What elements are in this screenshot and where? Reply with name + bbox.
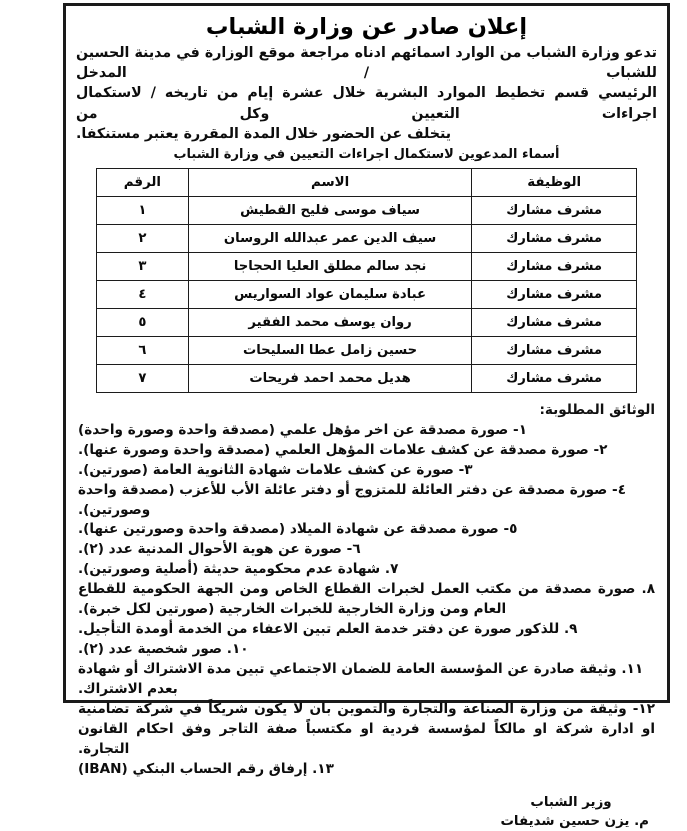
cell-name: نجد سالم مطلق العليا الحجاجا <box>187 251 473 281</box>
cell-job: مشرف مشارك <box>471 223 637 253</box>
cell-name: عبادة سليمان عواد السواريس <box>187 279 473 309</box>
signature-title: وزير الشباب <box>530 795 612 811</box>
list-item: ٣- صورة عن كشف علامات شهادة الثانوية الع… <box>78 461 473 478</box>
announcement-page: إعلان صادر عن وزارة الشباب تدعو وزارة ال… <box>63 3 670 829</box>
page-title: إعلان صادر عن وزارة الشباب <box>205 14 528 40</box>
cell-name: هديل محمد احمد فريحات <box>187 363 473 393</box>
table-header-row: الوظيفة الاسم الرقم <box>96 167 637 197</box>
signature-block: وزير الشباب م. يزن حسين شديفات <box>74 794 659 831</box>
cell-job: مشرف مشارك <box>471 307 637 337</box>
cell-job: مشرف مشارك <box>471 251 637 281</box>
cell-number: ٥ <box>96 307 189 337</box>
list-item: ١٣. إرفاق رقم الحساب البنكي (IBAN) <box>78 761 334 778</box>
list-item: ١٢- وثيقة من وزارة الصناعة والتجارة والت… <box>78 701 655 758</box>
column-header-name: الاسم <box>187 167 473 197</box>
list-item: ٩. للذكور صورة عن دفتر خدمة العلم تبين ا… <box>78 621 578 638</box>
cell-job: مشرف مشارك <box>471 363 637 393</box>
cell-number: ١ <box>96 195 189 225</box>
cell-name: سياف موسى فليح القطيش <box>187 195 473 225</box>
column-header-number: الرقم <box>96 167 189 197</box>
cell-number: ٣ <box>96 251 189 281</box>
list-item: ٥- صورة مصدقة عن شهادة الميلاد (مصدقة وا… <box>78 521 518 538</box>
table-row: مشرف مشارك عبادة سليمان عواد السواريس ٤ <box>96 279 637 309</box>
signature-name: م. يزن حسين شديفات <box>500 813 649 829</box>
column-header-job: الوظيفة <box>471 167 637 197</box>
table-row: مشرف مشارك هديل محمد احمد فريحات ٧ <box>96 363 637 393</box>
intro-line-1: تدعو وزارة الشباب من الوارد اسمائهم ادنا… <box>76 44 657 81</box>
cell-number: ٦ <box>96 335 189 365</box>
cell-number: ٤ <box>96 279 189 309</box>
intro-line-3: يتخلف عن الحضور خلال المدة المقررة يعتبر… <box>76 126 452 143</box>
list-item: ١١. وثيقة صادرة عن المؤسسة العامة للضمان… <box>78 661 644 698</box>
required-documents-list: ١- صورة مصدقة عن اخر مؤهل علمي (مصدقة وا… <box>78 421 655 780</box>
table-row: مشرف مشارك حسين زامل عطا السليحات ٦ <box>96 335 637 365</box>
roster-table-wrap: الوظيفة الاسم الرقم مشرف مشارك سياف موسى… <box>74 167 659 393</box>
table-row: مشرف مشارك سيف الدين عمر عبدالله الروسان… <box>96 223 637 253</box>
list-item: ٤- صورة مصدقة عن دفتر العائلة للمتزوج أو… <box>78 481 627 518</box>
list-item: ٢- صورة مصدقة عن كشف علامات المؤهل العلم… <box>78 441 608 458</box>
list-item: ٦- صورة عن هوية الأحوال المدنية عدد (٢). <box>78 541 361 558</box>
required-documents-heading: الوثائق المطلوبة: <box>539 401 655 418</box>
required-documents-section: الوثائق المطلوبة: ١- صورة مصدقة عن اخر م… <box>74 401 659 780</box>
list-item: ١- صورة مصدقة عن اخر مؤهل علمي (مصدقة وا… <box>78 421 527 438</box>
cell-job: مشرف مشارك <box>471 335 637 365</box>
list-item: ٧. شهادة عدم محكومية حديثة (أصلية وصورتي… <box>78 561 399 578</box>
cell-job: مشرف مشارك <box>471 195 637 225</box>
list-item: ١٠. صور شخصية عدد (٢). <box>78 641 249 658</box>
cell-number: ٢ <box>96 223 189 253</box>
cell-name: حسين زامل عطا السليحات <box>187 335 473 365</box>
table-row: مشرف مشارك روان يوسف محمد الفقير ٥ <box>96 307 637 337</box>
roster-table: الوظيفة الاسم الرقم مشرف مشارك سياف موسى… <box>96 167 637 393</box>
table-row: مشرف مشارك نجد سالم مطلق العليا الحجاجا … <box>96 251 637 281</box>
table-row: مشرف مشارك سياف موسى فليح القطيش ١ <box>96 195 637 225</box>
intro-line-2: الرئيسي قسم تخطيط الموارد البشرية خلال ع… <box>76 85 657 122</box>
cell-job: مشرف مشارك <box>471 279 637 309</box>
cell-number: ٧ <box>96 363 189 393</box>
list-item: ٨. صورة مصدقة من مكتب العمل لخبرات القطا… <box>78 581 655 618</box>
intro-paragraph: تدعو وزارة الشباب من الوارد اسمائهم ادنا… <box>76 43 657 145</box>
table-caption: أسماء المدعوين لاستكمال اجراءات التعيين … <box>173 146 560 162</box>
cell-name: روان يوسف محمد الفقير <box>187 307 473 337</box>
cell-name: سيف الدين عمر عبدالله الروسان <box>187 223 473 253</box>
